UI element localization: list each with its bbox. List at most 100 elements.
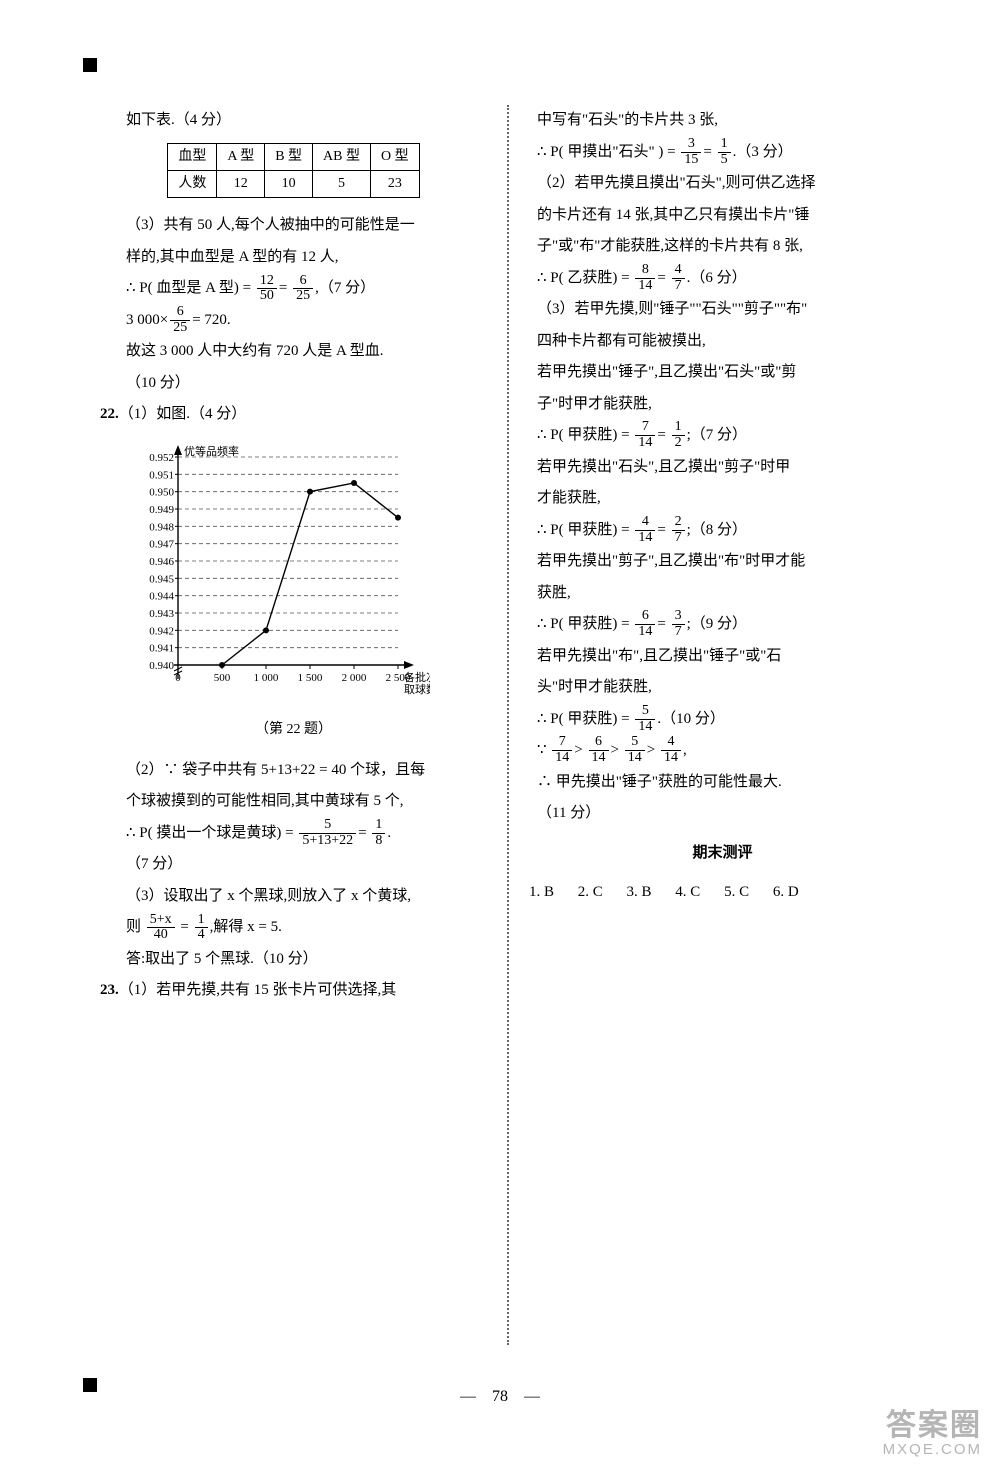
fraction: 714: [635, 420, 655, 450]
text: （3）共有 50 人,每个人被抽中的可能性是一: [100, 210, 487, 242]
text: 样的,其中血型是 A 型的有 12 人,: [100, 242, 487, 274]
text: 子"或"布"才能获胜,这样的卡片共有 8 张,: [529, 231, 916, 263]
fraction: 315: [681, 137, 701, 167]
page-marker: [83, 58, 97, 72]
answer-item: 6. D: [773, 884, 799, 900]
formula: ∴ P( 乙获胜) = 814= 47.（6 分）: [529, 263, 916, 295]
formula: ∴ P( 甲获胜) = 514.（10 分）: [529, 704, 916, 736]
table-cell: 10: [265, 170, 313, 197]
fraction: 5+x40: [147, 913, 175, 943]
page-number-value: 78: [492, 1388, 508, 1405]
text: 若甲先摸出"布",且乙摸出"锤子"或"石: [529, 641, 916, 673]
text: 子"时甲才能获胜,: [529, 389, 916, 421]
formula: ∵ 714> 614> 514> 414,: [529, 735, 916, 767]
watermark-line: MXQE.COM: [883, 1442, 982, 1459]
text: .（3 分）: [733, 144, 793, 160]
text: ∴ P( 血型是 A 型) =: [126, 280, 255, 296]
text: ;（7 分）: [687, 427, 747, 443]
blood-type-table: 血型 A 型 B 型 AB 型 O 型 人数 12 10 5 23: [167, 143, 419, 199]
text: （3）若甲先摸,则"锤子""石头""剪子""布": [529, 294, 916, 326]
text: ;（9 分）: [687, 616, 747, 632]
fraction: 625: [170, 305, 190, 335]
text: （1）如图.（4 分）: [119, 406, 247, 422]
text: ∴ P( 甲获胜) =: [537, 616, 633, 632]
fraction: 12: [672, 420, 685, 450]
chart-caption: （第 22 题）: [100, 715, 487, 744]
text: 则: [126, 919, 145, 935]
svg-text:2 000: 2 000: [342, 672, 367, 684]
text: 答:取出了 5 个黑球.（10 分）: [100, 944, 487, 976]
text: ∴ P( 甲获胜) =: [537, 711, 633, 727]
table-cell: 5: [313, 170, 371, 197]
svg-text:0.949: 0.949: [149, 504, 174, 516]
svg-text:0.947: 0.947: [149, 538, 174, 550]
svg-text:各批次: 各批次: [404, 670, 430, 684]
watermark-line: 答案圈: [883, 1409, 982, 1442]
text: 故这 3 000 人中大约有 720 人是 A 型血.: [100, 336, 487, 368]
fraction: 714: [552, 735, 572, 765]
formula: ∴ P( 甲获胜) = 614= 37;（9 分）: [529, 609, 916, 641]
table-header: 血型: [168, 143, 217, 170]
table-header: AB 型: [313, 143, 371, 170]
text: =: [177, 919, 193, 935]
text: .: [387, 825, 391, 841]
text: （3）设取出了 x 个黑球,则放入了 x 个黄球,: [100, 881, 487, 913]
answer-item: 1. B: [529, 884, 554, 900]
text: .（10 分）: [657, 711, 725, 727]
column-divider: [507, 105, 509, 1345]
svg-text:0.940: 0.940: [149, 660, 174, 672]
table-cell: 23: [371, 170, 420, 197]
answer-item: 4. C: [675, 884, 700, 900]
svg-text:0.948: 0.948: [149, 521, 174, 533]
text: ,: [683, 742, 687, 758]
svg-text:0.944: 0.944: [149, 590, 174, 602]
chart-svg: 0.9400.9410.9420.9430.9440.9450.9460.947…: [130, 439, 430, 697]
fraction: 37: [672, 609, 685, 639]
question-23: 23.（1）若甲先摸,共有 15 张卡片可供选择,其: [100, 975, 487, 1007]
table-header: A 型: [217, 143, 265, 170]
fraction: 47: [672, 263, 685, 293]
right-column: 中写有"石头"的卡片共 3 张, ∴ P( 甲摸出"石头" ) = 315= 1…: [511, 105, 916, 1345]
question-22: 22.（1）如图.（4 分）: [100, 399, 487, 431]
svg-text:0: 0: [175, 672, 181, 684]
text: ∴ P( 甲获胜) =: [537, 427, 633, 443]
text: 若甲先摸出"石头",且乙摸出"剪子"时甲: [529, 452, 916, 484]
fraction: 55+13+22: [299, 818, 356, 848]
text: ,（7 分）: [315, 280, 375, 296]
svg-text:优等品频率: 优等品频率: [184, 444, 239, 458]
svg-text:0.945: 0.945: [149, 573, 174, 585]
svg-text:0.950: 0.950: [149, 486, 174, 498]
fraction: 625: [293, 274, 313, 304]
text: ∴ P( 甲获胜) =: [537, 522, 633, 538]
formula: 3 000×625= 720.: [100, 305, 487, 337]
text: ;（8 分）: [687, 522, 747, 538]
watermark: 答案圈 MXQE.COM: [883, 1409, 982, 1459]
svg-text:0.946: 0.946: [149, 556, 174, 568]
svg-text:500: 500: [214, 672, 231, 684]
text: 的卡片还有 14 张,其中乙只有摸出卡片"锤: [529, 200, 916, 232]
svg-text:0.951: 0.951: [149, 469, 174, 481]
text: ∴ P( 甲摸出"石头" ) =: [537, 144, 679, 160]
text: 若甲先摸出"剪子",且乙摸出"布"时甲才能: [529, 546, 916, 578]
text: ,解得 x = 5.: [210, 919, 282, 935]
formula: ∴ P( 甲摸出"石头" ) = 315= 15.（3 分）: [529, 137, 916, 169]
svg-text:1 000: 1 000: [254, 672, 279, 684]
fraction: 614: [589, 735, 609, 765]
text: 才能获胜,: [529, 483, 916, 515]
question-number: 23.: [100, 982, 119, 998]
text: （7 分）: [100, 849, 487, 881]
fraction: 414: [635, 515, 655, 545]
fraction: 514: [635, 704, 655, 734]
text: 获胜,: [529, 578, 916, 610]
fraction: 414: [661, 735, 681, 765]
table-cell: 12: [217, 170, 265, 197]
text: 如下表.（4 分）: [100, 105, 487, 137]
text: 头"时甲才能获胜,: [529, 672, 916, 704]
text: ∵: [537, 742, 550, 758]
page-number: —78—: [0, 1380, 1000, 1414]
fraction: 1250: [257, 274, 277, 304]
text: ∴ P( 乙获胜) =: [537, 270, 633, 286]
text: ∴ 甲先摸出"锤子"获胜的可能性最大.: [529, 767, 916, 799]
table-cell: 人数: [168, 170, 217, 197]
text: = 720.: [192, 312, 230, 328]
